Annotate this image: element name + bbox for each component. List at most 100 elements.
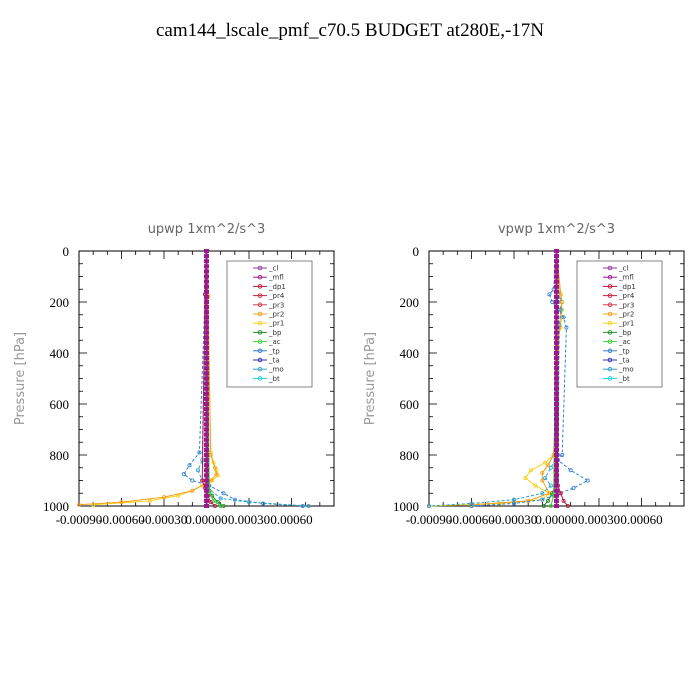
data-point: [550, 299, 555, 304]
x-tick-label: 0.00060: [620, 512, 662, 527]
marker: [554, 340, 559, 345]
legend-entry: _tp: [618, 347, 630, 355]
legend-marker: [607, 302, 613, 308]
marker: [204, 493, 209, 498]
data-point: [190, 478, 195, 483]
data-point: [523, 475, 528, 480]
x-tick-label: -0.00090: [406, 512, 453, 527]
marker: [554, 396, 559, 401]
panel-2: vpwp 1xm^2/s^3 Pressure [hPa] 0 200 400 600 80…: [363, 222, 685, 527]
marker: [554, 478, 559, 483]
marker: [204, 504, 209, 508]
marker: [554, 264, 559, 269]
marker: [204, 279, 209, 284]
marker: [204, 310, 209, 315]
y-tick-label: 400: [400, 346, 420, 361]
legend-entry: _pr1: [268, 320, 284, 328]
y-tick-label: 800: [400, 448, 420, 463]
marker: [554, 381, 559, 386]
marker: [204, 453, 209, 457]
x-tick-label: 0.00030: [578, 512, 620, 527]
marker: [204, 437, 209, 442]
marker: [204, 254, 209, 259]
marker: [554, 407, 559, 412]
series-line: [471, 250, 563, 506]
y-tick-label: 600: [50, 397, 70, 412]
series-mo: [426, 248, 563, 508]
marker: [204, 259, 209, 264]
data-point: [547, 292, 552, 297]
marker: [554, 356, 559, 361]
marker: [554, 427, 559, 432]
legend-box: [226, 260, 313, 388]
legend-marker: [607, 366, 613, 372]
series-line: [78, 250, 217, 506]
data-point: [561, 315, 566, 320]
legend-entry: _cl: [268, 265, 278, 273]
marker: [554, 284, 559, 289]
panel-title: upwp 1xm^2/s^3: [148, 222, 266, 237]
legend-entry: _pr3: [618, 301, 634, 309]
legend-marker: [607, 339, 613, 344]
marker: [554, 351, 559, 355]
data-point: [533, 483, 538, 488]
marker: [554, 320, 559, 325]
legend-entry: _mo: [268, 366, 284, 374]
data-point: [546, 463, 551, 468]
legend-entry: _dp1: [268, 283, 286, 291]
series-pr2: [77, 248, 219, 507]
data-point: [546, 498, 551, 503]
marker: [554, 330, 559, 335]
x-tick-label: -0.00060: [98, 512, 145, 527]
marker: [204, 335, 209, 340]
data-point: [181, 472, 186, 477]
y-tick-label: 200: [400, 295, 420, 310]
series-line: [471, 250, 589, 507]
legend-marker: [257, 265, 263, 271]
y-tick-label: 400: [50, 346, 70, 361]
legend-entry: _bp: [268, 329, 282, 337]
legend-marker: [607, 348, 613, 354]
marker: [204, 407, 209, 412]
marker: [554, 371, 559, 376]
marker: [554, 289, 559, 294]
marker: [554, 254, 559, 259]
legend-marker: [257, 284, 263, 289]
data-point: [147, 498, 152, 503]
marker: [554, 279, 559, 284]
legend-marker: [607, 320, 613, 326]
x-tick-label: -0.00090: [56, 512, 103, 527]
marker: [554, 483, 559, 488]
marker: [554, 458, 559, 463]
data-point: [585, 478, 590, 483]
marker: [204, 361, 209, 366]
marker: [554, 274, 559, 279]
y-tick-label: 0: [413, 244, 420, 259]
marker: [204, 412, 209, 417]
marker: [204, 473, 209, 478]
marker: [204, 305, 209, 310]
marker: [554, 432, 559, 437]
series-pr1: [426, 248, 565, 508]
y-axis-label: Pressure [hPa]: [363, 332, 378, 425]
marker: [204, 371, 209, 376]
marker: [204, 376, 209, 381]
x-tick-label: 0.00000: [535, 512, 577, 527]
data-point: [548, 465, 553, 470]
marker: [554, 335, 559, 340]
y-tick-label: 800: [50, 448, 70, 463]
data-point: [161, 495, 166, 500]
legend-entry: _mfl: [618, 274, 634, 282]
data-point: [212, 503, 217, 508]
series-line: [201, 250, 216, 507]
zero-line-markers: [204, 249, 209, 508]
marker: [204, 396, 209, 401]
data-point: [200, 478, 205, 483]
data-point: [540, 491, 545, 496]
data-point: [306, 503, 311, 508]
x-tick-label: -0.00060: [448, 512, 495, 527]
legend-entry: _bt: [618, 375, 630, 383]
legend-box: [576, 260, 663, 388]
data-point: [469, 502, 474, 507]
